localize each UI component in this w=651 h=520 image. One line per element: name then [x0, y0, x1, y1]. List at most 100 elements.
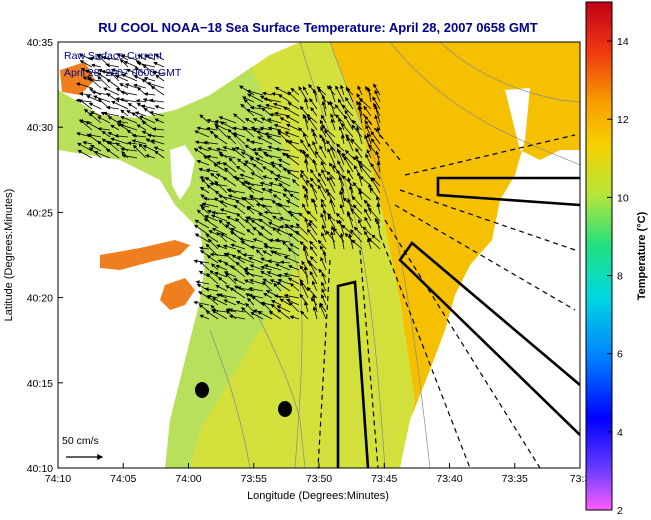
current-vector-arrow — [230, 243, 246, 250]
current-vector-arrow — [376, 126, 381, 138]
x-tick-label: 74:10 — [45, 473, 71, 485]
current-vector-arrow — [194, 219, 210, 229]
current-vector-arrow — [329, 100, 336, 117]
current-vector-arrow — [321, 101, 327, 117]
current-vector-arrow — [102, 111, 120, 117]
current-vector-arrow — [312, 198, 318, 215]
current-vector-arrow — [243, 162, 255, 173]
colorbar-tick-label: 6 — [617, 349, 623, 361]
current-vector-arrow — [143, 76, 156, 82]
current-vector-arrow — [217, 276, 228, 285]
current-vector-arrow — [109, 72, 120, 82]
current-vector-arrow — [235, 300, 246, 306]
current-vector-arrow — [257, 311, 273, 320]
current-vector-arrow — [228, 157, 237, 166]
current-vector-arrow — [284, 139, 300, 152]
current-vector-arrow — [320, 160, 327, 173]
current-vector-arrow — [370, 138, 381, 152]
current-vector-arrow — [244, 271, 264, 278]
current-vector-arrow — [206, 126, 219, 131]
current-vector-arrow — [235, 165, 246, 173]
current-vector-arrow — [258, 212, 273, 222]
current-vector-arrow — [275, 174, 291, 180]
current-vector-arrow — [358, 190, 363, 201]
current-vector-arrow — [105, 148, 120, 159]
current-vector-arrow — [252, 238, 264, 243]
current-vector-arrow — [227, 135, 237, 145]
current-vector-arrow — [335, 212, 345, 222]
current-vector-arrow — [300, 310, 309, 320]
current-vector-arrow — [248, 293, 264, 299]
current-vector-arrow — [320, 294, 327, 306]
overlay-current-label: Raw Surface Current — [64, 50, 162, 62]
current-vector-arrow — [320, 256, 327, 271]
current-vector-arrow — [138, 115, 156, 124]
current-vector-arrow — [110, 68, 129, 75]
current-vector-arrow — [120, 116, 138, 124]
overlay-current-date: April 28, 2007 0600 GMT — [64, 67, 182, 79]
current-vector-arrow — [219, 233, 237, 243]
current-vector-arrow — [336, 148, 345, 166]
current-vector-arrow — [233, 133, 246, 145]
current-vector-arrow — [249, 278, 264, 285]
colorbar — [585, 1, 613, 511]
current-vector-arrow — [326, 171, 336, 180]
current-vector-arrow — [236, 256, 255, 264]
current-vector-arrow — [330, 118, 336, 131]
current-vector-arrow — [358, 97, 372, 110]
current-vector-arrow — [267, 188, 282, 194]
current-vector-arrow — [310, 297, 318, 306]
current-vector-arrow — [137, 54, 147, 61]
current-vector-arrow — [263, 242, 273, 250]
current-vector-arrow — [223, 299, 237, 306]
current-vector-arrow — [363, 105, 372, 117]
current-vector-arrow — [248, 256, 264, 264]
current-vector-arrow — [211, 297, 228, 306]
x-tick-label: 73:3 — [570, 473, 591, 485]
colorbar-tick-label: 8 — [617, 271, 623, 283]
current-vector-arrow — [77, 149, 93, 159]
current-vector-arrow — [263, 244, 282, 250]
current-vector-arrow — [276, 305, 291, 313]
current-vector-arrow — [350, 138, 363, 152]
current-vector-arrow — [230, 265, 246, 278]
current-vector-arrow — [276, 129, 291, 138]
current-vector-arrow — [206, 154, 219, 159]
current-vector-arrow — [97, 75, 111, 89]
current-vector-arrow — [117, 119, 129, 124]
current-vector-arrow — [114, 133, 129, 138]
current-vector-arrow — [366, 149, 372, 159]
current-vector-arrow — [290, 87, 300, 96]
current-vector-arrow — [283, 293, 300, 299]
current-vector-arrow — [364, 134, 372, 152]
current-vector-arrow — [235, 261, 246, 271]
current-vector-arrow — [102, 87, 120, 96]
current-vector-arrow — [307, 116, 318, 131]
current-vector-arrow — [200, 186, 210, 194]
current-vector-arrow — [260, 265, 273, 271]
current-vector-arrow — [239, 173, 255, 180]
current-vector-arrow — [357, 85, 363, 96]
current-vector-arrow — [359, 164, 372, 180]
current-vector-arrow — [127, 141, 138, 146]
current-vector-arrow — [218, 153, 237, 159]
current-vector-arrow — [309, 177, 318, 187]
current-vector-arrow — [260, 117, 273, 124]
x-tick-label: 73:45 — [371, 473, 397, 485]
current-vector-arrow — [111, 100, 129, 110]
current-vector-arrow — [233, 113, 246, 124]
current-vector-arrow — [306, 228, 318, 243]
current-vector-arrow — [345, 96, 354, 110]
current-vector-arrow — [263, 264, 282, 271]
current-vector-arrow — [279, 117, 291, 124]
current-vector-arrow — [134, 111, 147, 117]
current-vector-arrow — [146, 81, 165, 89]
current-vector-arrow — [364, 208, 372, 222]
x-tick-label: 74:00 — [175, 473, 201, 485]
current-vector-arrow — [329, 199, 336, 215]
current-vector-arrow — [282, 241, 291, 250]
current-vector-arrow — [230, 227, 246, 236]
current-vector-arrow — [110, 124, 120, 131]
current-vector-arrow — [76, 82, 93, 89]
current-vector-arrow — [287, 248, 300, 257]
